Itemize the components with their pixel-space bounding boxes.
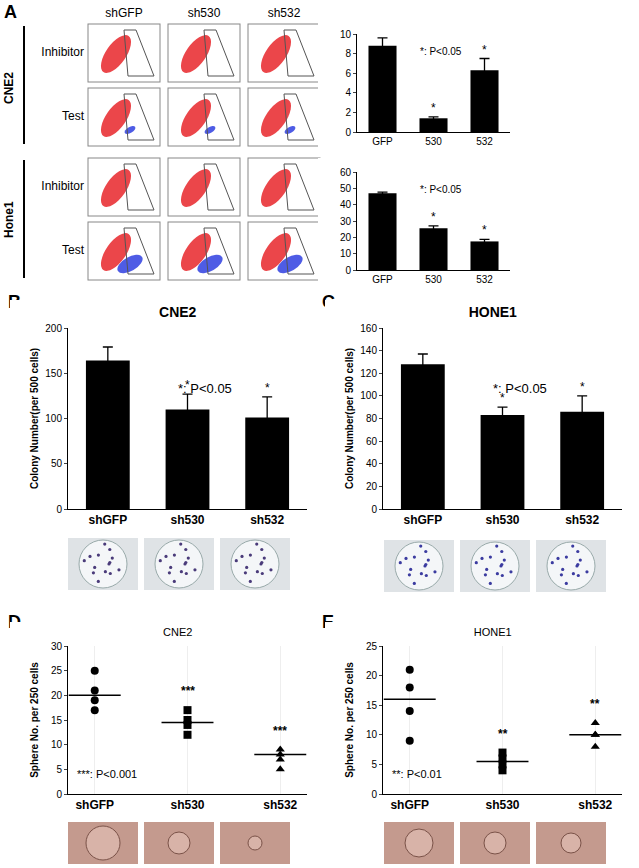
html-text:Test: Test: [62, 109, 84, 123]
svg-text:***: ***: [181, 684, 195, 698]
html-text:Test: Test: [62, 243, 84, 257]
svg-text:40: 40: [366, 458, 378, 469]
svg-text:10: 10: [51, 739, 63, 750]
svg-text:10: 10: [366, 729, 378, 740]
svg-text:150: 150: [45, 368, 62, 379]
svg-text:**: P<0.01: **: P<0.01: [392, 768, 442, 780]
svg-text:50: 50: [340, 183, 352, 194]
svg-text:sh532: sh532: [578, 798, 612, 812]
svg-text:10: 10: [340, 248, 352, 259]
svg-text:0: 0: [345, 127, 351, 138]
svg-text:shGFP: shGFP: [88, 513, 127, 527]
svg-text:10: 10: [340, 29, 352, 40]
svg-text:sh530: sh530: [170, 513, 204, 527]
html-text:sh532: sh532: [267, 6, 301, 20]
svg-text:shGFP: shGFP: [403, 513, 442, 527]
html-text:D: D: [8, 612, 21, 632]
svg-text:160: 160: [360, 323, 377, 334]
svg-text:50: 50: [51, 458, 63, 469]
svg-text:sh530: sh530: [485, 798, 519, 812]
svg-text:sh530: sh530: [170, 798, 204, 812]
svg-text:40: 40: [340, 199, 352, 210]
svg-text:*: *: [580, 380, 585, 394]
svg-text:*: *: [431, 210, 436, 224]
html-text:A: A: [4, 2, 17, 22]
svg-text:GFP: GFP: [372, 136, 393, 147]
html-text:Inhibitor: Inhibitor: [41, 179, 84, 193]
svg-text:*: *: [482, 43, 487, 57]
svg-text:8: 8: [345, 48, 351, 59]
svg-text:20: 20: [366, 670, 378, 681]
svg-text:Colony Number(per 500 cells): Colony Number(per 500 cells): [29, 348, 40, 489]
svg-text:100: 100: [45, 413, 62, 424]
svg-text:CNE2: CNE2: [163, 626, 192, 638]
svg-text:532: 532: [476, 136, 493, 147]
html-text:C: C: [322, 292, 335, 312]
svg-text:30: 30: [51, 641, 63, 652]
html-text:shGFP: shGFP: [105, 6, 143, 20]
svg-text:sh530: sh530: [485, 513, 519, 527]
svg-text:sh532: sh532: [250, 513, 284, 527]
svg-text:*: *: [185, 378, 190, 392]
svg-text:Sphere No. per 250 cells: Sphere No. per 250 cells: [344, 662, 355, 778]
svg-text:200: 200: [45, 323, 62, 334]
svg-text:*: *: [500, 391, 505, 405]
svg-text:*: *: [482, 223, 487, 237]
svg-text:25: 25: [51, 665, 63, 676]
svg-text:0: 0: [56, 789, 62, 800]
svg-text:0: 0: [371, 504, 377, 515]
svg-text:shGFP: shGFP: [390, 798, 429, 812]
svg-text:*: *: [431, 101, 436, 115]
svg-text:Colony Number(per 500 cells): Colony Number(per 500 cells): [344, 348, 355, 489]
html-text:Inhibitor: Inhibitor: [41, 45, 84, 59]
svg-text:HONE1: HONE1: [474, 626, 512, 638]
svg-text:***: P<0.001: ***: P<0.001: [77, 768, 137, 780]
svg-text:30: 30: [340, 216, 352, 227]
svg-text:15: 15: [366, 700, 378, 711]
html-text:B: B: [8, 292, 21, 312]
svg-text:120: 120: [360, 368, 377, 379]
svg-text:532: 532: [476, 274, 493, 285]
svg-text:*: P<0.05: *: P<0.05: [420, 46, 462, 57]
svg-text:20: 20: [366, 481, 378, 492]
svg-text:sh532: sh532: [565, 513, 599, 527]
svg-text:20: 20: [340, 232, 352, 243]
svg-text:GFP: GFP: [372, 274, 393, 285]
html-text:sh530: sh530: [187, 6, 221, 20]
svg-text:60: 60: [340, 167, 352, 178]
svg-text:530: 530: [425, 136, 442, 147]
svg-text:2: 2: [345, 107, 351, 118]
html-text:E: E: [322, 612, 334, 632]
svg-text:**: **: [498, 727, 508, 741]
svg-text:15: 15: [51, 715, 63, 726]
svg-text:Sphere No. per 250 cells: Sphere No. per 250 cells: [29, 662, 40, 778]
svg-text:60: 60: [366, 436, 378, 447]
html-text:Hone1: Hone1: [2, 201, 16, 238]
svg-text:5: 5: [371, 759, 377, 770]
svg-text:sh532: sh532: [263, 798, 297, 812]
svg-text:*: P<0.05: *: P<0.05: [420, 184, 462, 195]
svg-text:140: 140: [360, 345, 377, 356]
svg-text:530: 530: [425, 274, 442, 285]
svg-text:6: 6: [345, 68, 351, 79]
svg-text:100: 100: [360, 390, 377, 401]
svg-text:*: P<0.05: *: P<0.05: [178, 381, 232, 396]
svg-text:***: ***: [273, 724, 287, 738]
svg-text:80: 80: [366, 413, 378, 424]
svg-text:HONE1: HONE1: [469, 304, 517, 320]
svg-text:0: 0: [56, 504, 62, 515]
svg-text:5: 5: [56, 764, 62, 775]
svg-text:20: 20: [51, 690, 63, 701]
html-text:CNE2: CNE2: [2, 72, 16, 104]
svg-text:0: 0: [371, 789, 377, 800]
svg-text:0: 0: [345, 265, 351, 276]
svg-text:CNE2: CNE2: [159, 304, 197, 320]
svg-text:*: P<0.05: *: P<0.05: [493, 381, 547, 396]
svg-text:25: 25: [366, 641, 378, 652]
svg-text:4: 4: [345, 87, 351, 98]
svg-text:**: **: [590, 697, 600, 711]
svg-text:shGFP: shGFP: [75, 798, 114, 812]
svg-text:*: *: [265, 381, 270, 395]
